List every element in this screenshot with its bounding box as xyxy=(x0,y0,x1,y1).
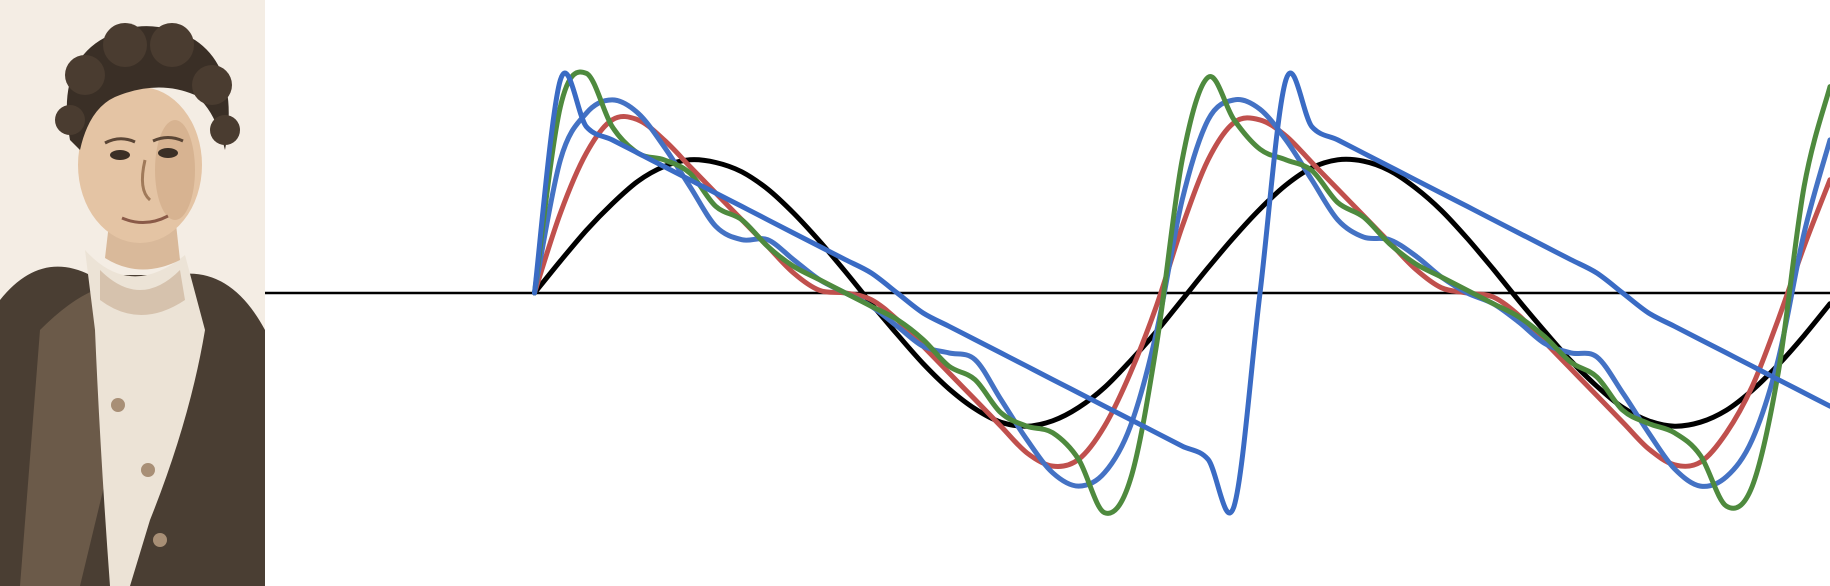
portrait-lapel xyxy=(20,290,120,586)
portrait-collar-shadow xyxy=(100,270,185,315)
portrait-curl xyxy=(55,105,85,135)
portrait-cravat xyxy=(85,250,205,586)
portrait-curl xyxy=(192,65,232,105)
series-line-2 xyxy=(532,97,1830,489)
portrait-curl xyxy=(150,23,194,67)
portrait-nose xyxy=(140,159,152,202)
portrait-brow-left xyxy=(104,137,136,145)
portrait-eye-left xyxy=(110,150,130,160)
portrait-button xyxy=(153,533,167,547)
portrait-curl xyxy=(103,23,147,67)
portrait-curl xyxy=(210,115,240,145)
portrait-image xyxy=(0,0,265,586)
series-line-4 xyxy=(532,70,1830,516)
chart-svg xyxy=(265,69,1830,516)
portrait-button xyxy=(111,398,125,412)
portrait-face-shadow xyxy=(155,120,195,220)
portrait-mouth xyxy=(121,214,169,224)
portrait-brow-right xyxy=(152,136,184,143)
portrait-curl xyxy=(65,55,105,95)
portrait-button xyxy=(141,463,155,477)
series-line-3 xyxy=(532,69,1830,516)
portrait-eye-right xyxy=(158,148,178,158)
portrait-engraving xyxy=(0,0,265,586)
fourier-plot xyxy=(265,0,1830,586)
